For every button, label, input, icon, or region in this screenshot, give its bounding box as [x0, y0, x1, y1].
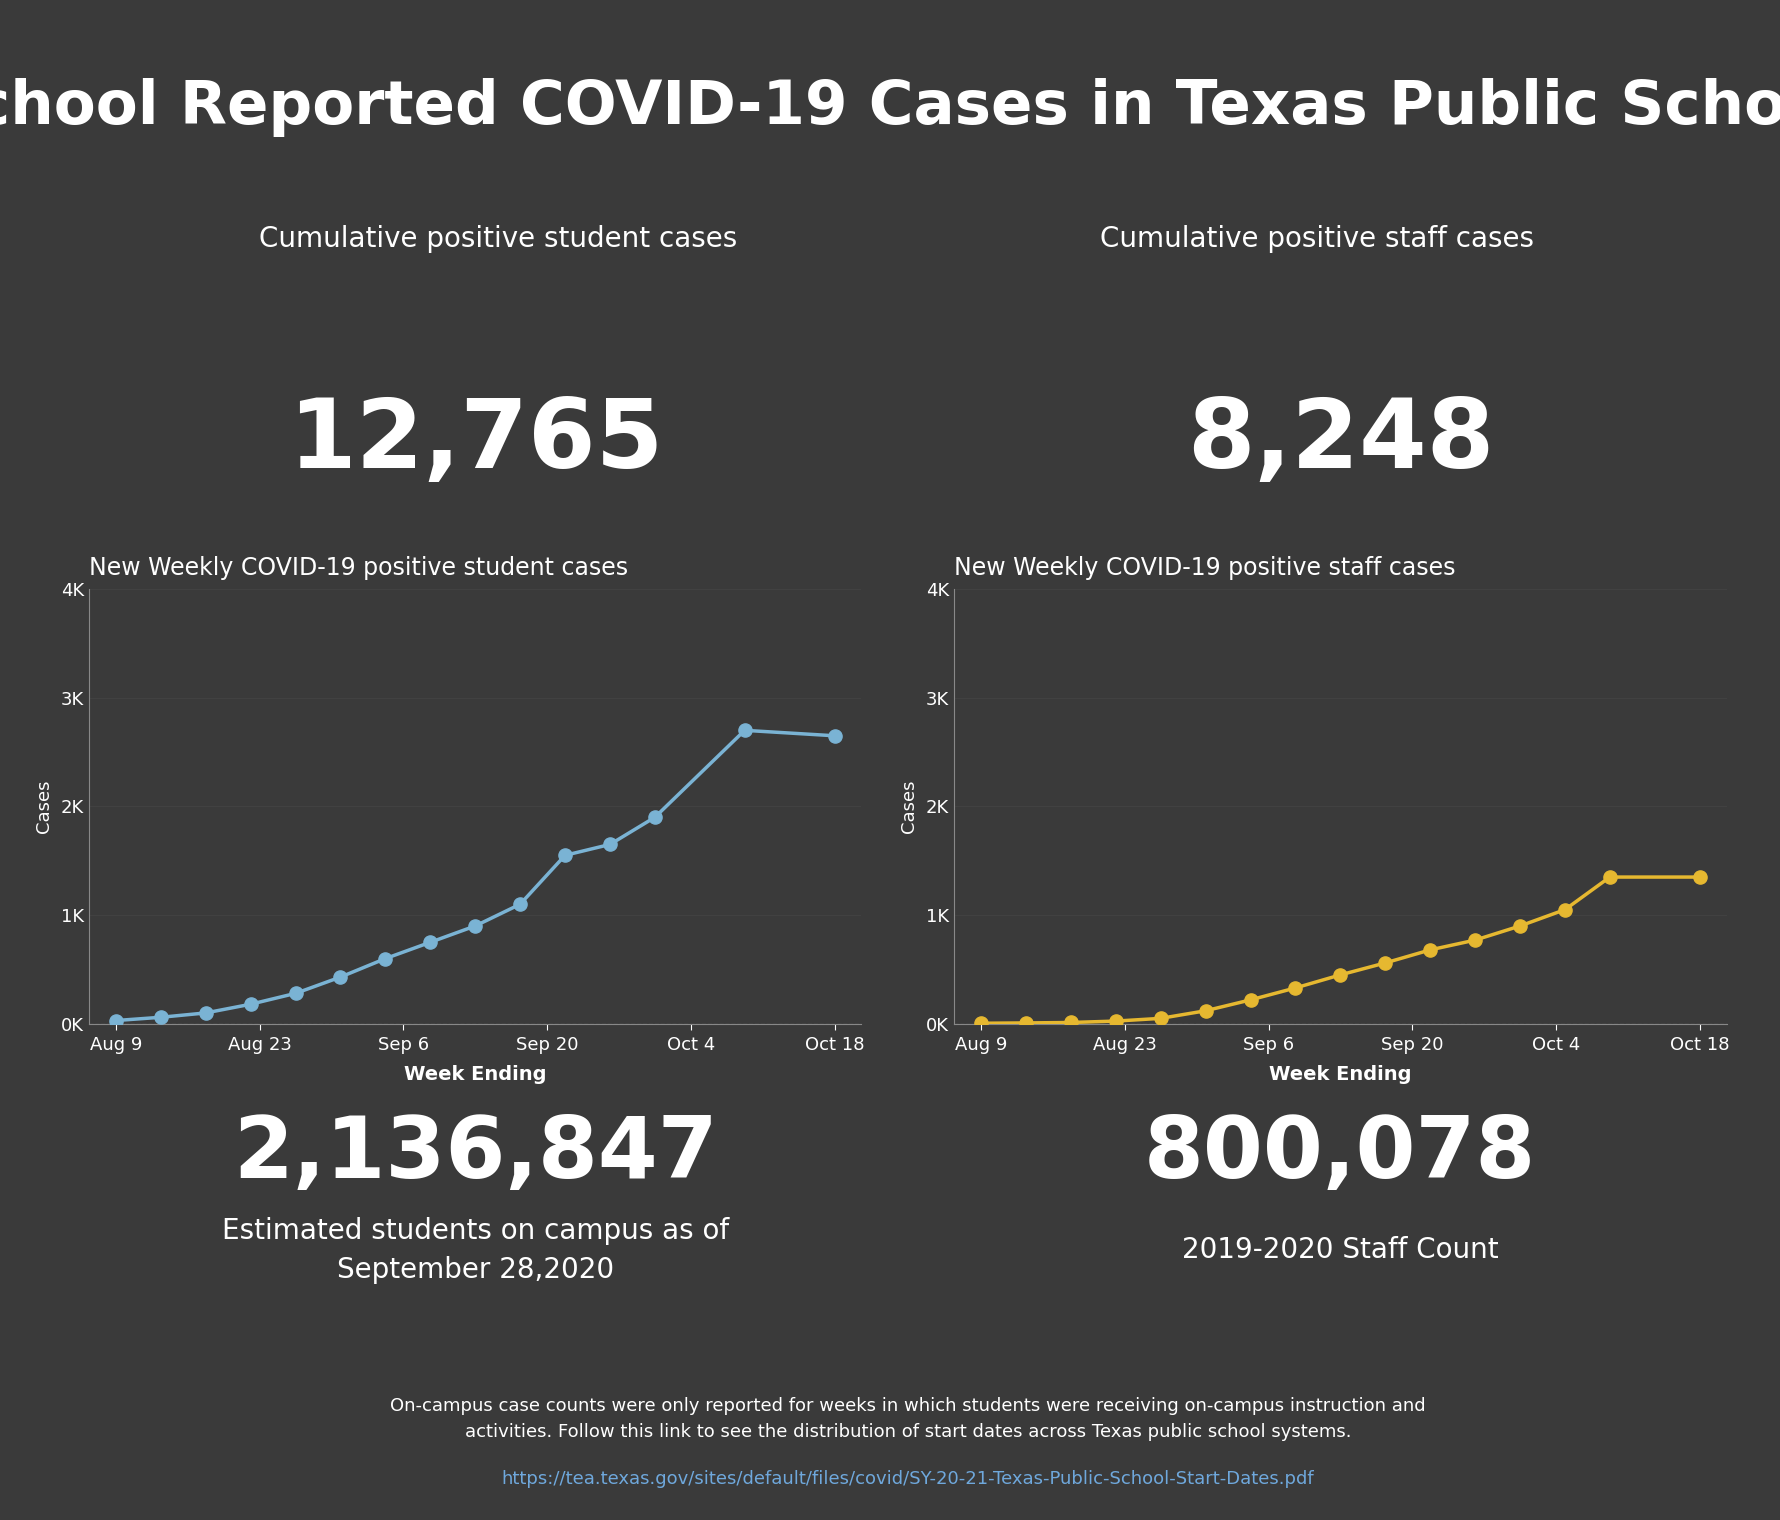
Point — [550, 844, 578, 868]
Point — [417, 930, 445, 955]
Point — [1506, 914, 1534, 938]
Text: On-campus case counts were only reported for weeks in which students were receiv: On-campus case counts were only reported… — [390, 1397, 1426, 1441]
Text: 800,078: 800,078 — [1145, 1113, 1536, 1196]
Text: 2,136,847: 2,136,847 — [233, 1113, 717, 1196]
Point — [506, 892, 534, 917]
Point — [1011, 1011, 1040, 1035]
Point — [1282, 976, 1310, 1000]
Point — [1146, 1006, 1175, 1031]
Y-axis label: Cases: Cases — [34, 780, 53, 833]
Point — [192, 1000, 221, 1024]
Point — [372, 947, 400, 971]
Point — [1461, 927, 1490, 952]
Text: https://tea.texas.gov/sites/default/files/covid/SY-20-21-Texas-Public-School-Sta: https://tea.texas.gov/sites/default/file… — [502, 1470, 1314, 1488]
Point — [281, 982, 310, 1006]
Point — [1237, 988, 1266, 1012]
Point — [1415, 938, 1444, 962]
Point — [146, 1005, 174, 1029]
Point — [1102, 1009, 1130, 1034]
Text: Cumulative positive staff cases: Cumulative positive staff cases — [1100, 225, 1534, 254]
Point — [1326, 962, 1355, 986]
Point — [237, 993, 265, 1017]
Text: School Reported COVID-19 Cases in Texas Public Schools: School Reported COVID-19 Cases in Texas … — [0, 78, 1780, 137]
Point — [596, 833, 625, 857]
Point — [1550, 897, 1579, 921]
Point — [1057, 1011, 1086, 1035]
Text: 2019-2020 Staff Count: 2019-2020 Staff Count — [1182, 1236, 1499, 1265]
Point — [641, 806, 669, 830]
Text: New Weekly COVID-19 positive staff cases: New Weekly COVID-19 positive staff cases — [954, 556, 1456, 581]
Point — [101, 1008, 130, 1032]
Point — [1686, 865, 1714, 889]
Text: 12,765: 12,765 — [288, 395, 662, 488]
X-axis label: Week Ending: Week Ending — [1269, 1066, 1412, 1084]
Text: Estimated students on campus as of
September 28,2020: Estimated students on campus as of Septe… — [222, 1216, 728, 1284]
Point — [730, 717, 758, 742]
Point — [1371, 952, 1399, 976]
Text: Cumulative positive student cases: Cumulative positive student cases — [260, 225, 737, 254]
X-axis label: Week Ending: Week Ending — [404, 1066, 546, 1084]
Point — [1595, 865, 1623, 889]
Text: New Weekly COVID-19 positive student cases: New Weekly COVID-19 positive student cas… — [89, 556, 628, 581]
Point — [461, 914, 490, 938]
Text: 8,248: 8,248 — [1187, 395, 1493, 488]
Point — [326, 965, 354, 990]
Point — [1191, 999, 1219, 1023]
Point — [821, 724, 849, 748]
Y-axis label: Cases: Cases — [899, 780, 918, 833]
Point — [967, 1011, 995, 1035]
